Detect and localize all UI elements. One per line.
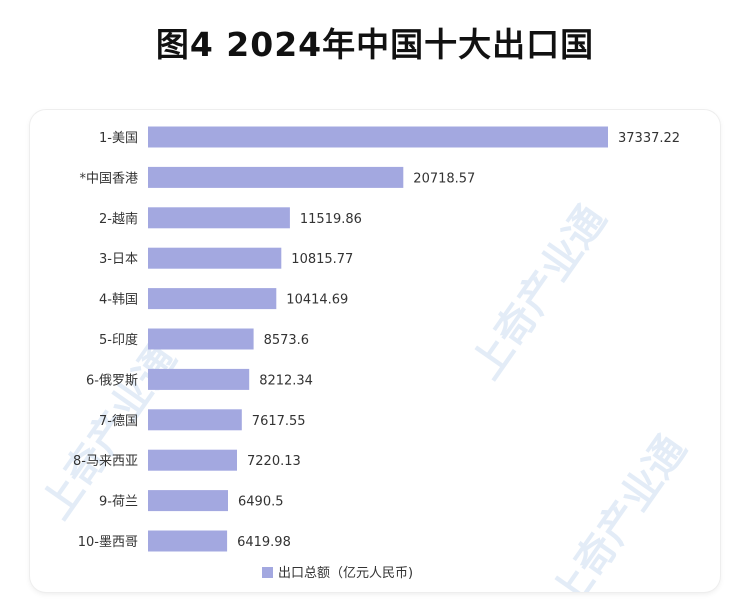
value-label: 37337.22 [618, 131, 680, 146]
category-label: *中国香港 [79, 171, 138, 186]
value-labels: 37337.22 20718.57 11519.86 10815.77 10414.69… [237, 131, 680, 550]
value-label: 11519.86 [300, 212, 362, 227]
bar [148, 328, 254, 350]
watermark-text: 上奇产业通 [463, 197, 615, 387]
category-label: 6-俄罗斯 [86, 373, 138, 388]
chart-title: 图4 2024年中国十大出口国 [155, 25, 595, 64]
value-label: 20718.57 [413, 171, 475, 186]
bar [148, 409, 242, 431]
bar [148, 490, 228, 512]
category-labels: 1-美国 *中国香港 2-越南 3-日本 4-韩国 5-印度 6-俄罗斯 7-德国 8-马来西亚… [73, 131, 138, 550]
category-label: 2-越南 [99, 211, 138, 227]
bar [148, 530, 228, 552]
bar [148, 126, 608, 148]
value-label: 8573.6 [264, 333, 310, 348]
value-label: 8212.34 [259, 373, 313, 388]
category-label: 5-印度 [99, 332, 138, 348]
value-label: 7220.13 [247, 454, 301, 469]
value-label: 6490.5 [238, 495, 284, 510]
category-label: 7-德国 [99, 414, 138, 429]
category-label: 9-荷兰 [99, 495, 138, 510]
bar [148, 166, 404, 188]
legend-label: 出口总额（亿元人民币) [278, 566, 413, 581]
bar [148, 449, 237, 471]
category-label: 3-日本 [99, 252, 138, 267]
bar [148, 368, 250, 390]
value-label: 10815.77 [291, 252, 353, 267]
value-label: 7617.55 [252, 414, 306, 429]
bars [148, 126, 608, 552]
bar [148, 207, 290, 229]
category-label: 4-韩国 [99, 293, 138, 308]
bar [148, 247, 282, 269]
legend-swatch [262, 567, 273, 578]
category-label: 10-墨西哥 [78, 535, 138, 550]
chart-card: 上奇产业通 上奇产业通 上奇产业通 1-美国 *中国香港 2-越南 3-日本 4-韩国 5-印… [30, 110, 720, 592]
watermark-text: 上奇产业通 [543, 427, 695, 592]
bar [148, 288, 277, 310]
category-label: 8-马来西亚 [73, 454, 138, 469]
category-label: 1-美国 [99, 131, 138, 146]
value-label: 6419.98 [237, 535, 291, 550]
value-label: 10414.69 [286, 293, 348, 308]
legend: 出口总额（亿元人民币) [262, 566, 413, 581]
